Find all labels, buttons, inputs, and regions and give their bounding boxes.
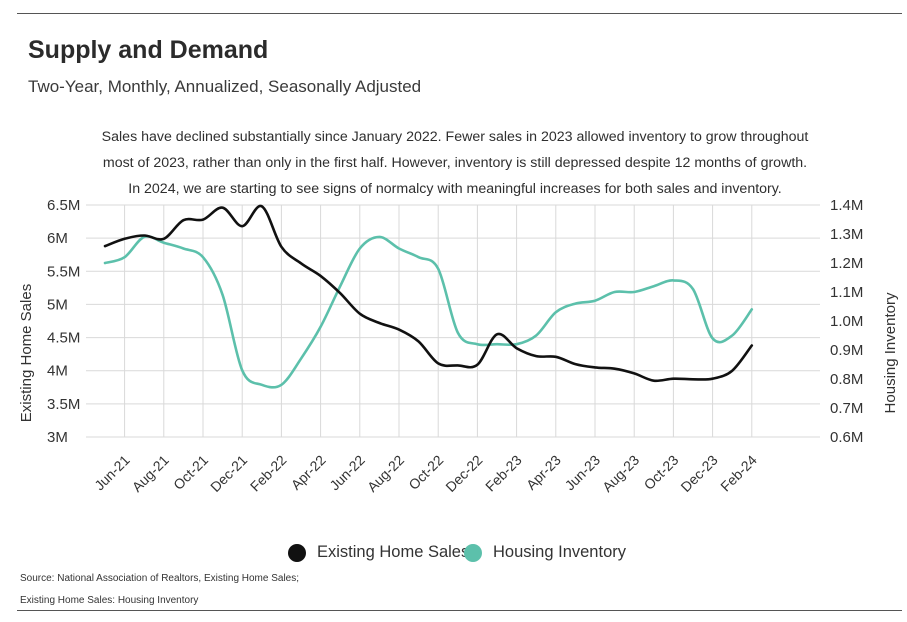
chart-legend: Existing Home Sales Housing Inventory <box>0 543 907 567</box>
y-right-tick-label: 0.6M <box>830 429 863 446</box>
x-tick-label: Aug-22 <box>364 452 407 495</box>
y-right-tick-label: 1.3M <box>830 226 863 243</box>
chart-subtitle: Two-Year, Monthly, Annualized, Seasonall… <box>28 77 422 96</box>
y-right-tick-label: 0.8M <box>830 371 863 388</box>
y-right-tick-label: 0.9M <box>830 342 863 359</box>
y-right-tick-label: 1.4M <box>830 197 863 214</box>
y-left-tick-label: 4.5M <box>47 330 80 347</box>
x-tick-label: Dec-22 <box>442 452 485 495</box>
y-left-tick-label: 5M <box>47 296 68 313</box>
y-left-tick-label: 6M <box>47 230 68 247</box>
top-rule <box>17 13 902 14</box>
x-tick-label: Apr-22 <box>288 452 329 493</box>
legend-item-sales: Existing Home Sales <box>288 543 469 562</box>
x-tick-label: Dec-23 <box>677 452 720 495</box>
chart-description: Sales have declined substantially since … <box>60 124 850 202</box>
x-tick-label: Feb-22 <box>247 452 290 495</box>
axis-ticks: 3M 3.5M 4M 4.5M 5M 5.5M 6M 6.5M 0.6M 0.7M 0.8M 0.9M… <box>47 197 863 495</box>
bottom-rule <box>17 610 902 611</box>
y-axis-right-label: Housing Inventory <box>882 292 899 413</box>
x-tick-label: Jun-23 <box>562 452 604 494</box>
description-line: Sales have declined substantially since … <box>101 129 809 145</box>
y-left-tick-label: 3.5M <box>47 396 80 413</box>
x-tick-label: Aug-21 <box>129 452 172 495</box>
y-right-tick-label: 1.0M <box>830 313 863 330</box>
series-lines <box>103 204 754 389</box>
y-left-tick-label: 4M <box>47 363 68 380</box>
y-right-tick-label: 1.1M <box>830 284 863 301</box>
x-tick-label: Feb-24 <box>717 452 760 495</box>
y-right-tick-label: 0.7M <box>830 400 863 417</box>
y-left-tick-label: 5.5M <box>47 263 80 280</box>
x-tick-label: Jun-21 <box>91 452 133 494</box>
x-tick-label: Jun-22 <box>326 452 368 494</box>
series-line-housing-inventory <box>103 235 754 389</box>
x-tick-label: Dec-21 <box>207 452 250 495</box>
y-left-tick-label: 3M <box>47 429 68 446</box>
legend-swatch-inventory <box>464 543 482 562</box>
legend-label-sales: Existing Home Sales <box>317 543 470 561</box>
y-left-tick-label: 6.5M <box>47 197 80 214</box>
y-axis-left-label: Existing Home Sales <box>18 284 35 422</box>
legend-label-inventory: Housing Inventory <box>493 543 626 561</box>
gridlines <box>86 204 820 438</box>
source-note: Source: National Association of Realtors… <box>20 573 300 584</box>
x-tick-label: Oct-23 <box>640 452 681 493</box>
legend-item-inventory: Housing Inventory <box>464 543 626 562</box>
x-tick-label: Oct-21 <box>170 452 211 493</box>
description-line: most of 2023, rather than only in the fi… <box>102 155 808 171</box>
x-tick-label: Feb-23 <box>482 452 525 495</box>
series-line-existing-home-sales <box>103 204 754 383</box>
x-tick-label: Aug-23 <box>599 452 642 495</box>
legend-swatch-sales <box>288 543 306 562</box>
description-line: In 2024, we are starting to see signs of… <box>128 181 782 197</box>
x-tick-label: Apr-23 <box>523 452 564 493</box>
y-right-tick-label: 1.2M <box>830 255 863 272</box>
source-note: Existing Home Sales: Housing Inventory <box>20 595 199 606</box>
x-tick-label: Oct-22 <box>405 452 446 493</box>
chart-title: Supply and Demand <box>28 36 269 64</box>
